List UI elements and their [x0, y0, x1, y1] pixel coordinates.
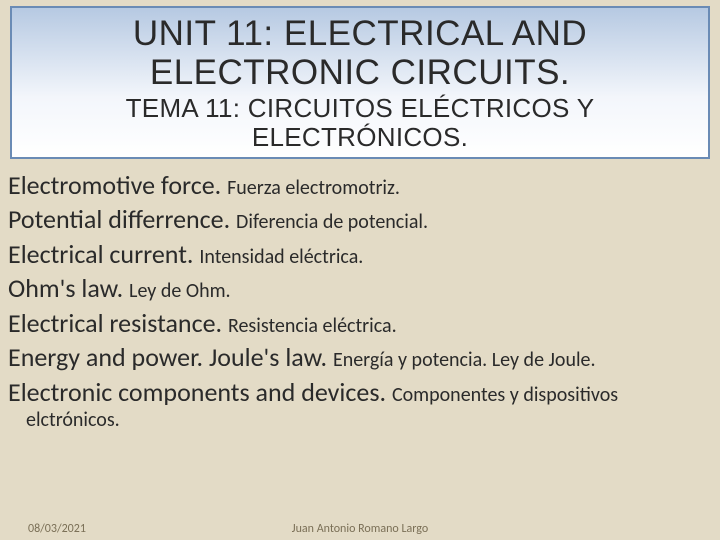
term-es: Energía y potencia. Ley de Joule.: [333, 348, 596, 372]
title-sub: TEMA 11: CIRCUITOS ELÉCTRICOS Y ELECTRÓN…: [20, 94, 700, 152]
list-item: Electromotive force. Fuerza electromotri…: [8, 169, 712, 202]
term-en: Energy and power. Joule's law.: [8, 341, 333, 373]
list-item: Electrical current. Intensidad eléctrica…: [8, 238, 712, 271]
term-en: Electrical resistance.: [8, 307, 228, 339]
list-item: Ohm's law. Ley de Ohm.: [8, 272, 712, 305]
term-en: Ohm's law.: [8, 272, 129, 304]
list-item: Energy and power. Joule's law. Energía y…: [8, 341, 712, 374]
footer-author: Juan Antonio Romano Largo: [247, 522, 473, 536]
list-item: Electrical resistance. Resistencia eléct…: [8, 307, 712, 340]
title-main: UNIT 11: ELECTRICAL AND ELECTRONIC CIRCU…: [20, 14, 700, 92]
term-es: Ley de Ohm.: [129, 279, 231, 303]
term-en: Potential differrence.: [8, 203, 236, 235]
list-item: Potential differrence. Diferencia de pot…: [8, 203, 712, 236]
footer-date: 08/03/2021: [28, 522, 247, 536]
term-en: Electronic components and devices.: [8, 376, 392, 408]
term-es: Diferencia de potencial.: [236, 210, 428, 234]
content-list: Electromotive force. Fuerza electromotri…: [0, 163, 720, 433]
title-box: UNIT 11: ELECTRICAL AND ELECTRONIC CIRCU…: [10, 6, 710, 159]
term-es-continuation: elctrónicos.: [8, 408, 712, 432]
footer: 08/03/2021 Juan Antonio Romano Largo: [0, 522, 720, 536]
list-item: Electronic components and devices. Compo…: [8, 376, 712, 409]
term-es: Componentes y dispositivos: [392, 383, 618, 407]
term-es: Resistencia eléctrica.: [228, 314, 397, 338]
term-en: Electromotive force.: [8, 169, 227, 201]
term-es: Fuerza electromotriz.: [227, 176, 400, 200]
term-es: Intensidad eléctrica.: [199, 245, 363, 269]
term-en: Electrical current.: [8, 238, 199, 270]
